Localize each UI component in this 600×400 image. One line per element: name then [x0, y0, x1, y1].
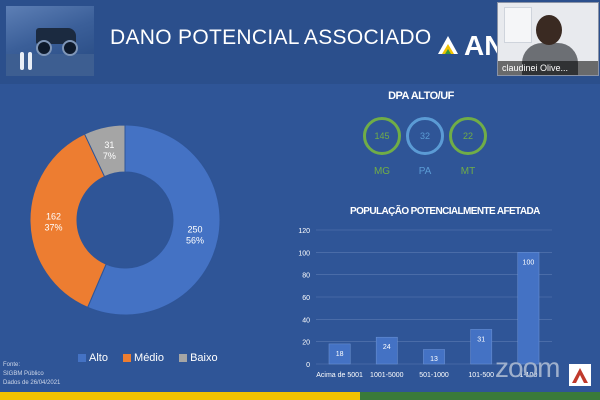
y-tick-label: 120 — [298, 228, 310, 235]
x-tick-label: Acima de 5001 — [316, 372, 363, 379]
ring-label-mt: MT — [460, 166, 476, 177]
x-tick-label: 1-100 — [519, 372, 537, 379]
bottom-color-bar — [0, 392, 600, 400]
ring-label-pa: PA — [418, 166, 432, 177]
donut-percent-label: 56% — [186, 235, 204, 245]
bar-value-label: 100 — [523, 259, 535, 266]
x-tick-label: 1001-5000 — [370, 372, 404, 379]
slide-title: DANO POTENCIAL ASSOCIADO — [110, 26, 432, 49]
y-tick-label: 20 — [302, 340, 310, 347]
ring-label-mg: MG — [373, 166, 391, 177]
ring-value: 22 — [462, 131, 473, 141]
ring-mg: 145 — [363, 117, 401, 155]
ring-value: 32 — [419, 131, 430, 141]
bar-chart-title: POPULAÇÃO POTENCIALMENTE AFETADA — [350, 206, 540, 217]
corner-logo-icon — [569, 364, 591, 386]
y-tick-label: 40 — [302, 317, 310, 324]
legend-label: Médio — [134, 352, 164, 364]
donut-value-label: 250 — [188, 224, 203, 234]
donut-value-label: 31 — [104, 140, 114, 150]
bar-value-label: 13 — [430, 356, 438, 363]
y-tick-label: 60 — [302, 295, 310, 302]
donut-slice-baixo — [83, 124, 126, 178]
donut-chart: 250 56% 162 37% 31 7% — [20, 105, 230, 335]
bar-value-label: 31 — [477, 336, 485, 343]
donut-percent-label: 7% — [103, 151, 116, 161]
donut-percent-label: 37% — [45, 222, 63, 232]
legend-item-alto: Alto — [78, 352, 108, 364]
y-tick-label: 100 — [298, 250, 310, 257]
source-name: SIGBM Público — [3, 371, 44, 377]
source-note: Fonte: SIGBM Público Dados de 26/04/2021 — [3, 361, 60, 388]
source-label: Fonte: — [3, 362, 21, 368]
logo-mark-icon — [438, 36, 458, 54]
bar-chart: 0 20 40 60 80 100 120 18 Acima de 5001 24 1001-500… — [298, 228, 552, 379]
bar-value-label: 24 — [383, 344, 391, 351]
bar — [470, 329, 493, 365]
ring-value: 145 — [374, 131, 390, 141]
legend-item-medio: Médio — [123, 352, 164, 364]
legend-item-baixo: Baixo — [179, 352, 218, 364]
legend-label: Baixo — [190, 352, 218, 364]
donut-slice-médio — [29, 133, 107, 309]
bar-value-label: 18 — [336, 351, 344, 358]
ring-pa: 32 — [406, 117, 444, 155]
y-tick-label: 80 — [302, 273, 310, 280]
donut-value-label: 162 — [46, 211, 61, 221]
participant-name: claudinei Olive... — [498, 61, 598, 75]
zoom-watermark: zoom — [495, 352, 560, 383]
source-date: Dados de 26/04/2021 — [3, 380, 61, 386]
bar — [328, 343, 351, 365]
participant-head — [536, 15, 562, 45]
donut-slice-alto — [86, 124, 221, 316]
bar — [375, 336, 398, 365]
mining-truck-photo — [6, 6, 94, 76]
ring-mt: 22 — [449, 117, 487, 155]
x-tick-label: 101-500 — [468, 372, 494, 379]
bar — [517, 252, 540, 365]
dpa-title: DPA ALTO/UF — [388, 90, 454, 102]
x-tick-label: 501-1000 — [419, 372, 449, 379]
y-tick-label: 0 — [306, 362, 310, 369]
donut-legend: Alto Médio Baixo — [78, 352, 230, 365]
bar — [423, 349, 445, 365]
legend-label: Alto — [89, 352, 108, 364]
background-shelf — [504, 7, 532, 43]
video-tile[interactable]: claudinei Olive... — [497, 2, 599, 76]
